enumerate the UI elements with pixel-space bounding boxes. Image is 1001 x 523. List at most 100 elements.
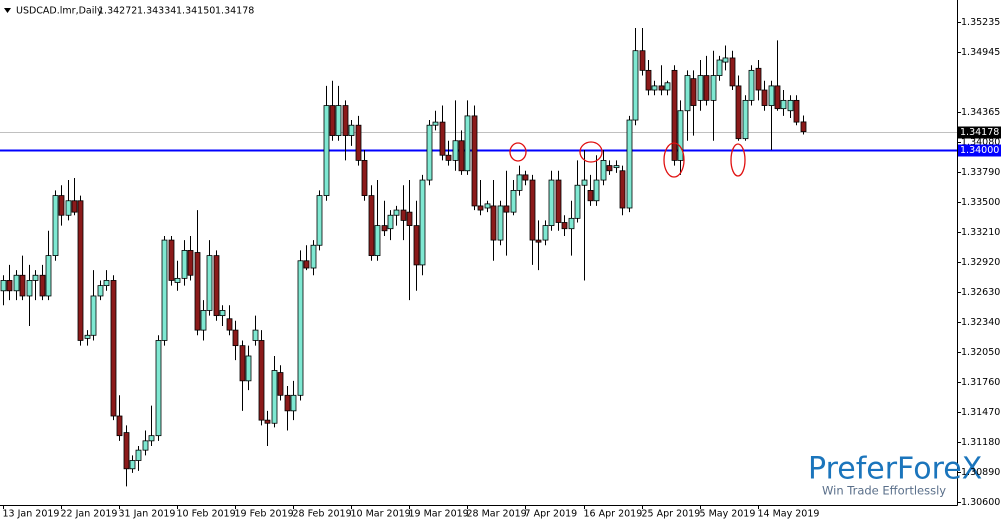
y-tick-label: 1.33210 [961, 227, 1000, 238]
candle-body [45, 255, 52, 297]
candle-body [361, 159, 368, 196]
candle-body [452, 140, 459, 161]
candle-body [755, 67, 762, 91]
candle-body [65, 200, 72, 216]
bid-label-box [958, 126, 1001, 139]
y-tick-label: 1.30600 [961, 497, 1000, 508]
y-tick-label: 1.33790 [961, 167, 1000, 178]
candle-body [348, 124, 355, 136]
x-tick-label: 19 Mar 2019 [409, 509, 469, 520]
candle-body [290, 394, 297, 412]
candle-body [239, 345, 246, 382]
candle-body [245, 355, 252, 382]
candle-body [690, 78, 697, 106]
candle-body [787, 99, 794, 112]
annotation-circle [663, 142, 685, 178]
candle-body [574, 184, 581, 219]
candle-body [432, 121, 439, 126]
candle-body [568, 217, 575, 230]
candle-body [123, 432, 130, 470]
candle-body [335, 105, 342, 136]
x-tick-label: 16 Apr 2019 [584, 509, 643, 520]
candle-body [206, 255, 213, 311]
header-low: 1.34150 [176, 6, 215, 17]
candle-body [84, 334, 91, 339]
candle-body [252, 329, 259, 341]
candle-body [116, 415, 123, 437]
candle-body [677, 110, 684, 161]
candle-body [174, 277, 181, 283]
candle-body [387, 214, 394, 230]
candle-body [406, 211, 413, 226]
candle-body [13, 274, 20, 292]
candle-body [232, 329, 239, 347]
candle-body [316, 195, 323, 246]
annotation-circle [509, 142, 527, 162]
candle-body [542, 225, 549, 241]
candle-body [710, 75, 717, 101]
candle-body [516, 174, 523, 191]
candle-body [77, 200, 84, 341]
candle-body [606, 165, 613, 172]
header-close: 1.34178 [215, 6, 254, 17]
menu-arrow[interactable] [4, 8, 11, 13]
candle-body [277, 372, 284, 396]
candle-body [226, 318, 233, 331]
candle-body [413, 225, 420, 266]
header-high: 1.34334 [137, 6, 176, 17]
candle-body [135, 449, 142, 461]
candle-body [735, 85, 742, 140]
candle-body [6, 280, 13, 292]
candle-body [155, 340, 162, 437]
x-tick-label: 14 May 2019 [758, 509, 820, 520]
candle-body [600, 159, 607, 181]
y-tick-label: 1.30890 [961, 467, 1000, 478]
y-tick-label: 1.32630 [961, 287, 1000, 298]
candle-body [426, 124, 433, 181]
y-tick-label: 1.32920 [961, 257, 1000, 268]
level-label: 1.34000 [960, 145, 999, 156]
candle-body [639, 50, 646, 71]
x-tick-label: 5 May 2019 [700, 509, 756, 520]
candle-body [219, 310, 226, 317]
candle-body [645, 69, 652, 91]
annotation-circle [730, 143, 746, 177]
candle-body [510, 190, 517, 213]
x-tick-label: 7 Apr 2019 [525, 509, 578, 520]
y-tick-label: 1.31470 [961, 407, 1000, 418]
candle-body [581, 179, 588, 186]
candle-body [39, 274, 46, 297]
candle-body [368, 195, 375, 257]
candle-body [716, 59, 723, 76]
candle-body [632, 50, 639, 121]
candle-body [664, 82, 671, 91]
candle-body [593, 179, 600, 202]
candle-body [742, 99, 749, 140]
bid-label: 1.34178 [960, 127, 999, 138]
candle-body [477, 205, 484, 211]
candle-body [194, 252, 201, 331]
candle-body [310, 244, 317, 269]
candle-body [464, 115, 471, 172]
candle-body [793, 99, 800, 123]
candle-body [58, 195, 65, 216]
candle-body [355, 124, 362, 161]
y-tick-label: 1.34080 [961, 137, 1000, 148]
candle-body [555, 179, 562, 223]
chart-title: USDCAD.lmr,Daily [16, 6, 103, 17]
candle-body [780, 99, 787, 110]
candle-body [187, 250, 194, 276]
candle-body [323, 105, 330, 196]
x-tick-label: 10 Feb 2019 [177, 509, 236, 520]
candle-body [439, 121, 446, 156]
y-tick-label: 1.35235 [961, 17, 1000, 28]
candle-body [684, 75, 691, 112]
candle-body [329, 105, 336, 136]
candle-body [213, 255, 220, 317]
x-tick-label: 22 Jan 2019 [61, 509, 118, 520]
candle-body [374, 225, 381, 257]
x-tick-label: 28 Mar 2019 [467, 509, 527, 520]
watermark-name: PreferForeX [808, 452, 982, 487]
y-tick-label: 1.32050 [961, 347, 1000, 358]
